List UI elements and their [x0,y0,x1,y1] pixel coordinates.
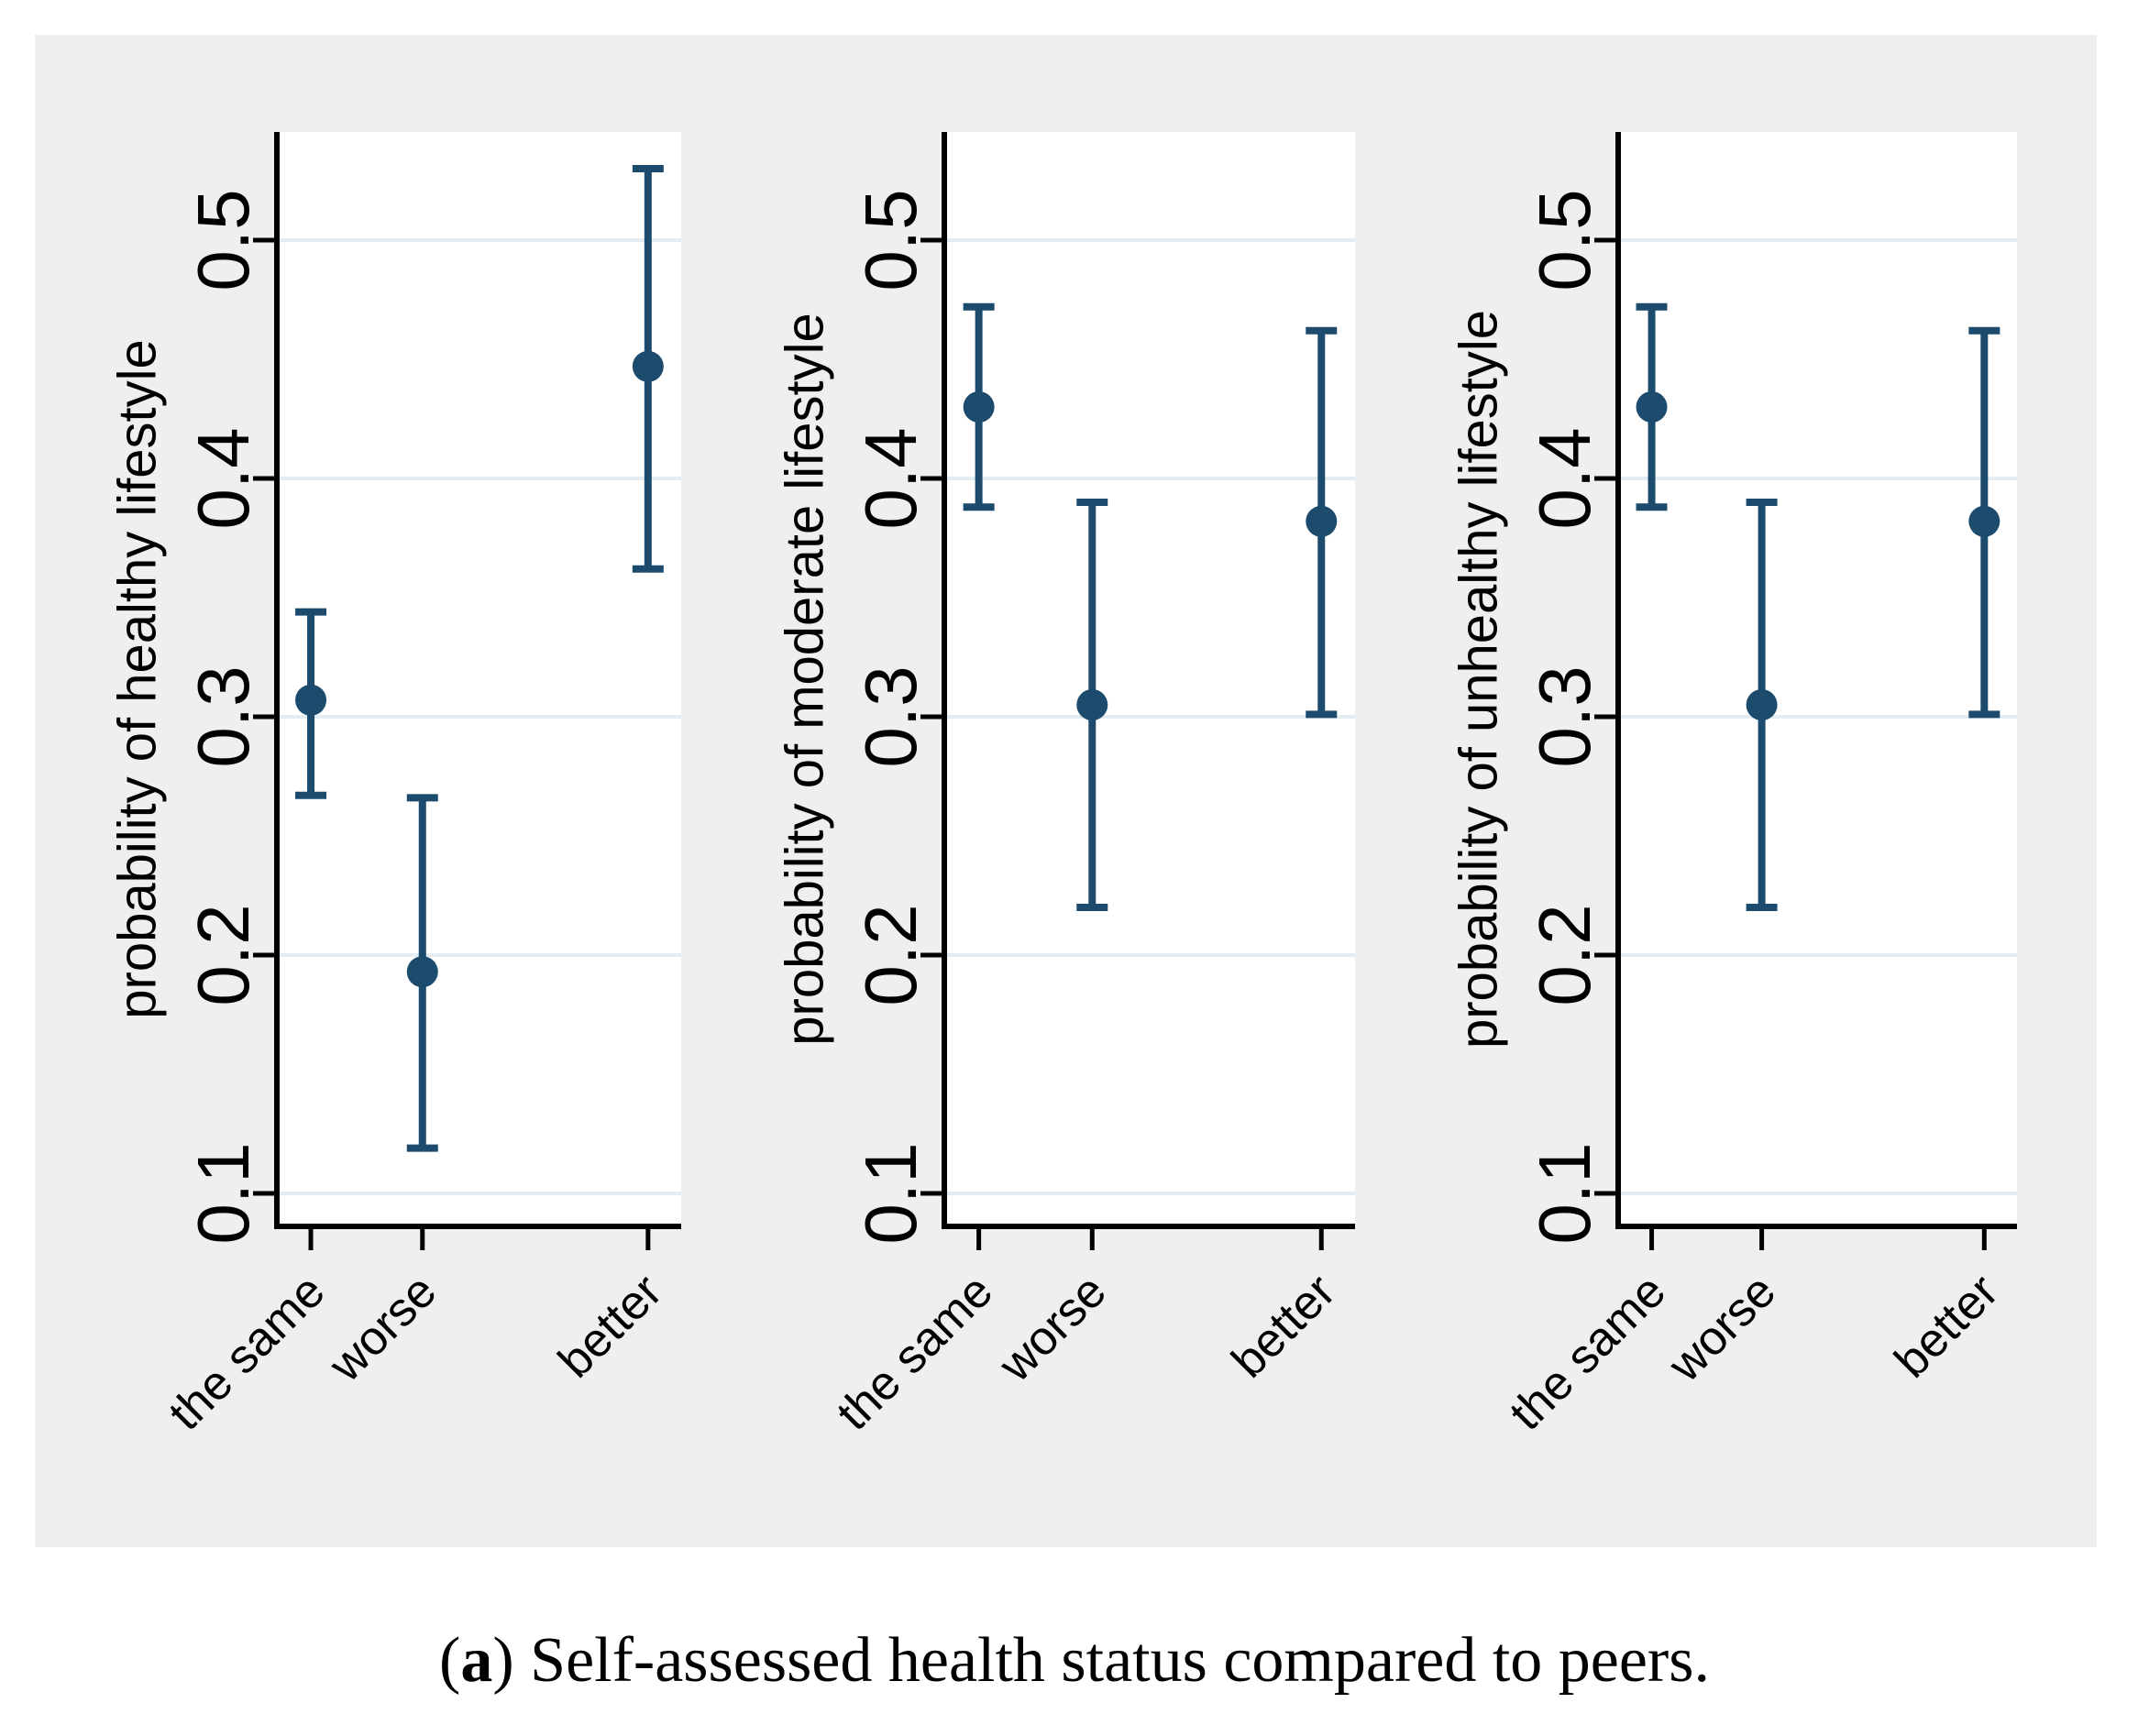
point-marker [406,956,438,988]
point-marker [963,391,995,423]
x-tick-label: better [548,1264,672,1388]
y-tick-label: 0.3 [850,665,931,767]
x-tick-label: worse [318,1264,446,1392]
y-tick-label: 0.4 [850,427,931,529]
y-axis-title: probability of healthy lifestyle [107,339,167,1019]
y-tick-label: 0.4 [1524,427,1605,529]
y-tick-label: 0.1 [182,1142,264,1244]
point-marker [632,350,664,382]
y-tick-label: 0.4 [182,427,264,529]
y-tick-label: 0.1 [1524,1142,1605,1244]
panel-2-plot-area [944,132,1355,1226]
y-tick-label: 0.2 [1524,904,1605,1005]
y-axis-title: probability of moderate lifestyle [775,313,834,1046]
y-tick-label: 0.3 [1524,665,1605,767]
x-tick-label: worse [1658,1264,1786,1392]
point-marker [295,684,327,716]
y-tick-label: 0.5 [182,189,264,291]
panel-1-plot-area [277,132,681,1226]
caption-text: ) Self-assessed health status compared t… [492,1625,1710,1696]
point-marker [1076,689,1108,720]
x-tick-label: worse [988,1264,1117,1392]
x-tick-label: the same [1500,1264,1676,1440]
y-tick-label: 0.2 [850,904,931,1005]
y-tick-label: 0.5 [850,189,931,291]
y-axis-title: probability of unhealthy lifestyle [1449,310,1508,1049]
point-marker [1636,391,1668,423]
point-marker [1968,505,2000,537]
x-tick-label: better [1885,1264,2009,1388]
y-tick-label: 0.3 [182,665,264,767]
y-tick-label: 0.2 [182,904,264,1005]
point-marker [1306,505,1338,537]
panel-3-plot-area [1618,132,2017,1226]
y-tick-label: 0.5 [1524,189,1605,291]
y-tick-label: 0.1 [850,1142,931,1244]
x-tick-label: the same [159,1264,335,1440]
caption-paren-open: ( [439,1625,461,1696]
figure-caption: (a) Self-assessed health status compared… [0,1624,2149,1698]
x-tick-label: better [1222,1264,1346,1388]
point-marker [1746,689,1778,720]
x-tick-label: the same [827,1264,1003,1440]
caption-panel-letter: a [460,1625,493,1696]
